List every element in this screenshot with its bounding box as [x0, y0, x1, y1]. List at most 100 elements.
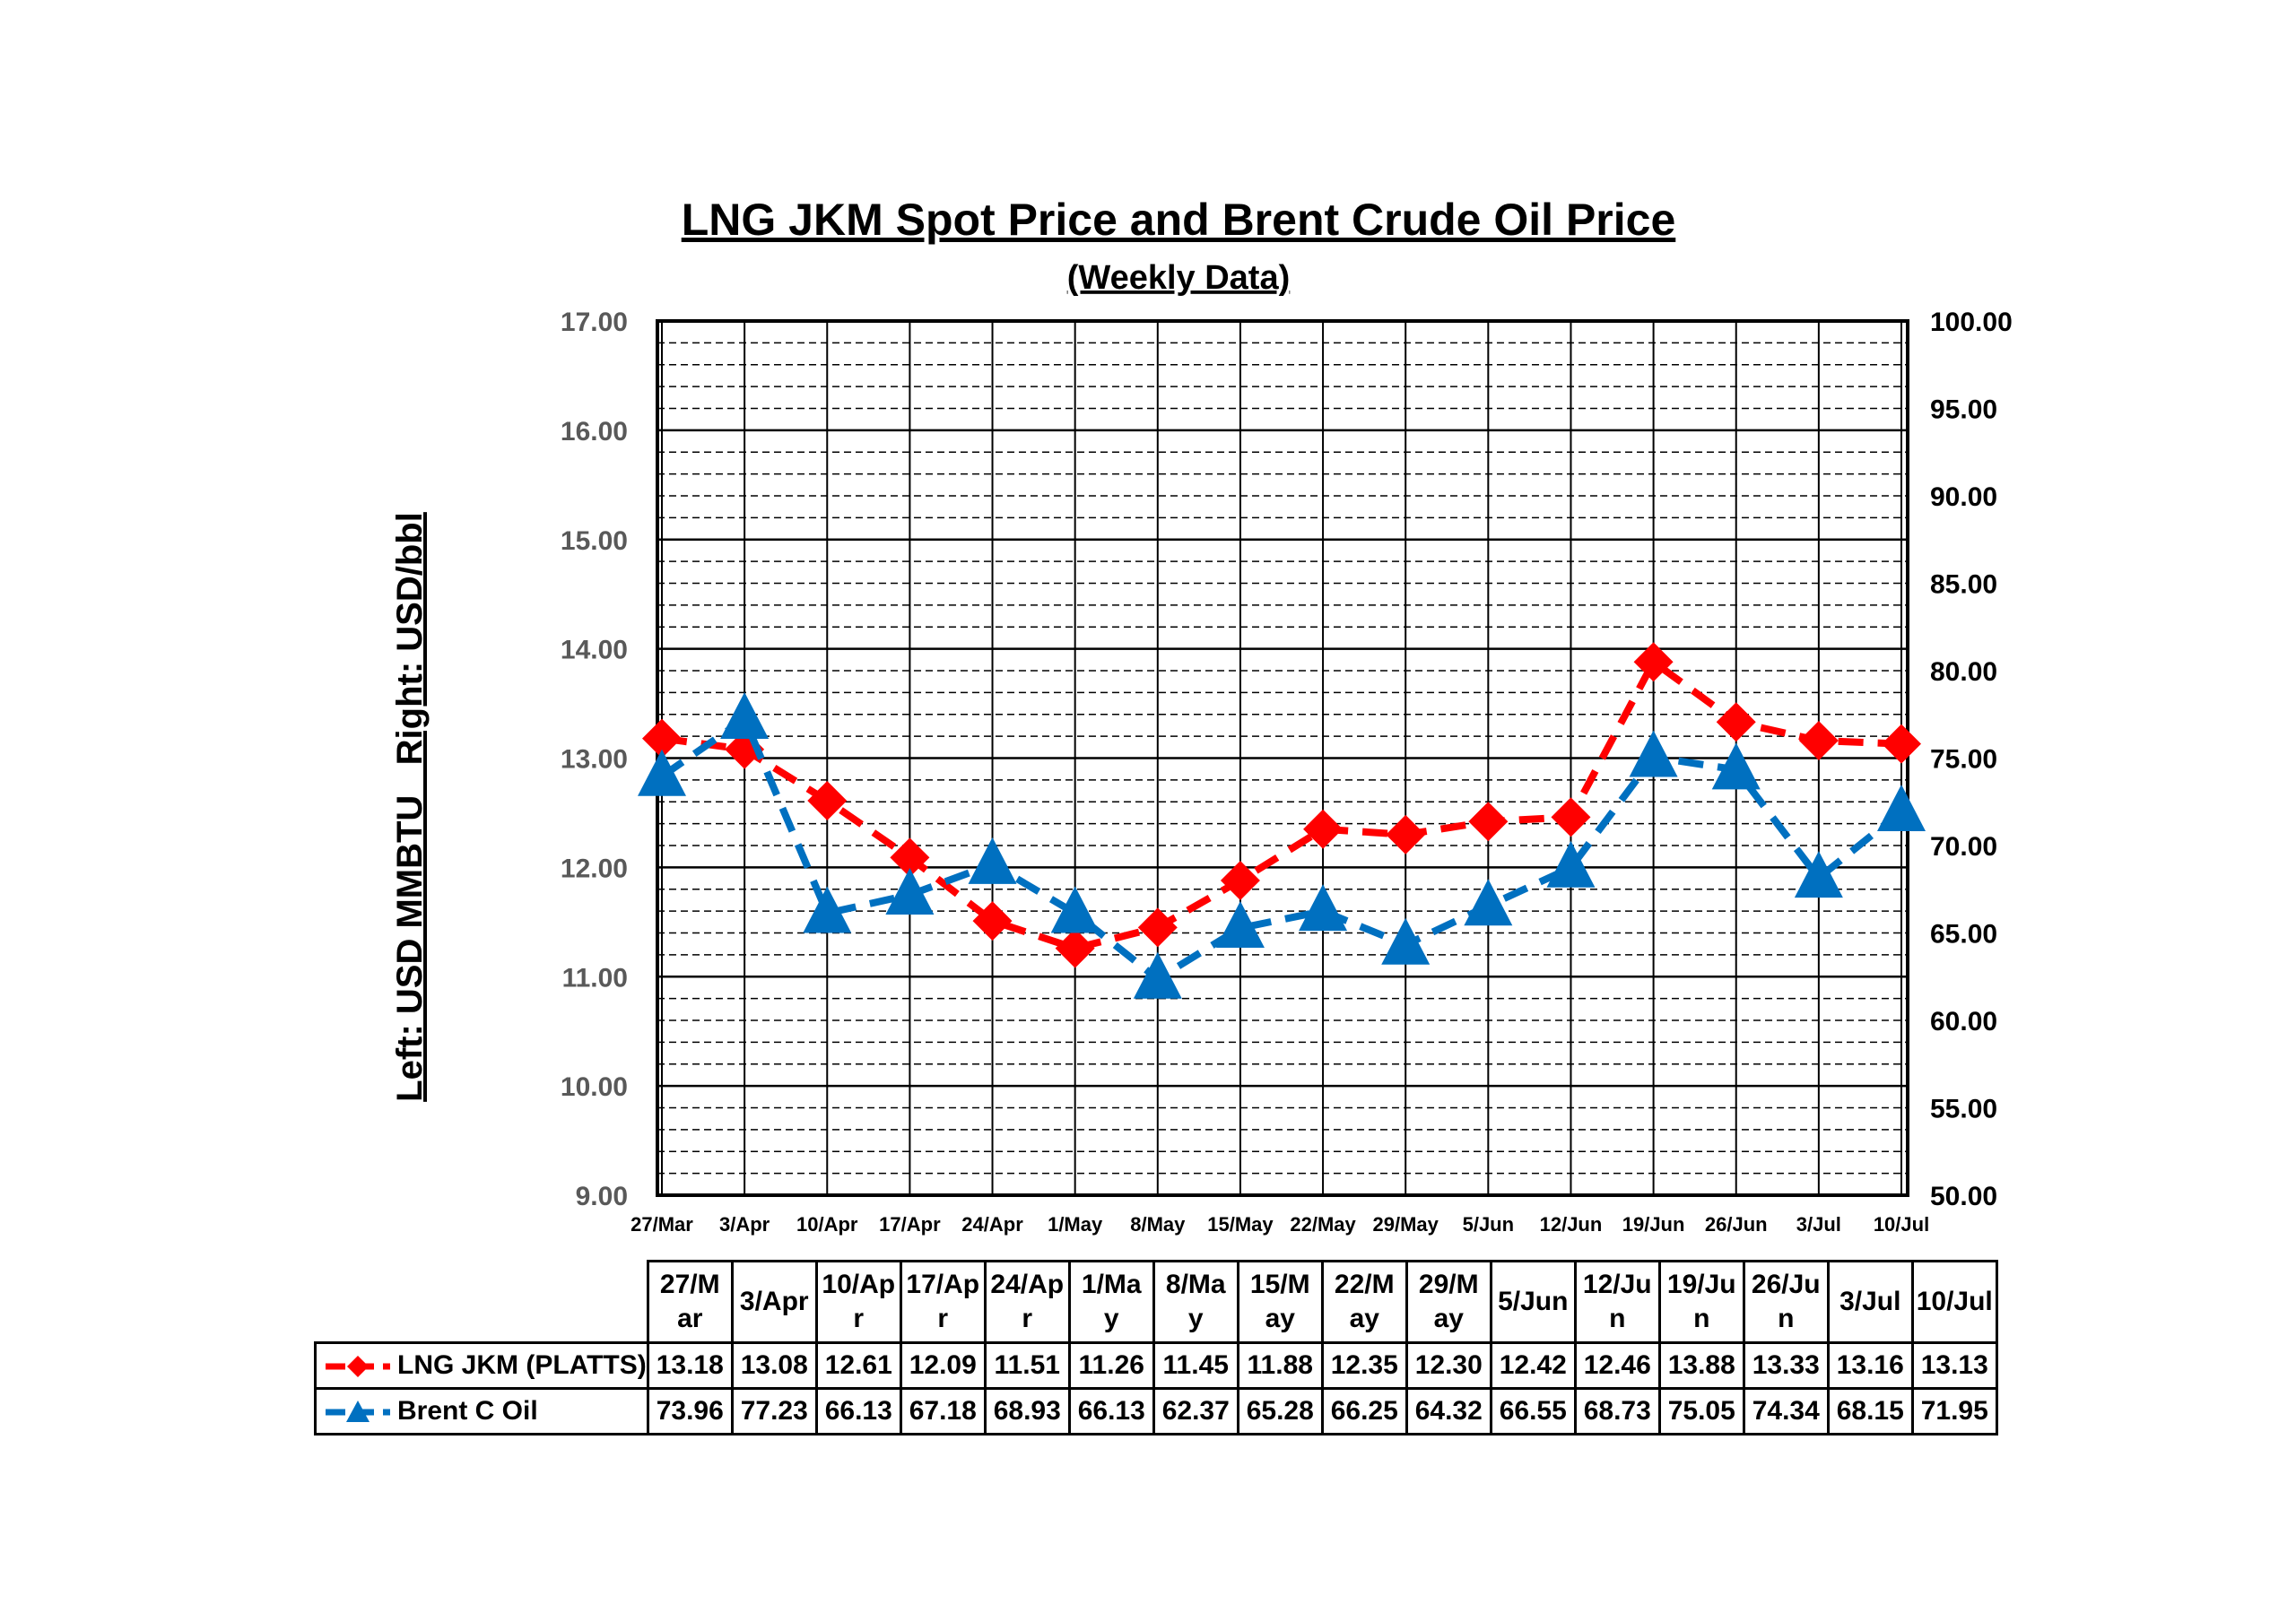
- data-point-diamond: [972, 901, 1013, 941]
- legend-label: LNG JKM (PLATTS): [397, 1350, 647, 1380]
- data-point-diamond: [890, 837, 930, 878]
- y-axis-label: Left: USD MMBTU Right: USD/bbl: [390, 512, 430, 1102]
- series-layer: [638, 642, 1926, 999]
- x-tick-label: 8/May: [1130, 1213, 1186, 1236]
- x-tick-label: 10/Jul: [1874, 1213, 1929, 1236]
- data-point-diamond: [1386, 814, 1426, 854]
- data-point-diamond: [642, 718, 682, 759]
- table-cell: 13.33: [1742, 1341, 1830, 1390]
- table-cell: 68.73: [1573, 1387, 1661, 1436]
- x-tick-label: 15/May: [1207, 1213, 1274, 1236]
- x-tick-label: 22/May: [1290, 1213, 1356, 1236]
- table-cell: 66.55: [1489, 1387, 1577, 1436]
- table-cell: 67.18: [899, 1387, 987, 1436]
- y-left-tick-label: 9.00: [576, 1182, 628, 1211]
- data-point-diamond: [1798, 721, 1839, 760]
- legend-marker: [347, 1356, 369, 1378]
- data-point-triangle: [968, 837, 1017, 884]
- table-cell: 11.88: [1236, 1341, 1324, 1390]
- data-point-triangle: [1546, 840, 1596, 888]
- table-cell: 12.61: [814, 1341, 902, 1390]
- y-right-tick-label: 60.00: [1930, 1007, 1997, 1037]
- grid: [656, 319, 1909, 1197]
- table-cell: 11.26: [1067, 1341, 1155, 1390]
- data-point-diamond: [1303, 809, 1344, 849]
- data-point-diamond: [1137, 907, 1178, 948]
- table-cell: 11.51: [983, 1341, 1071, 1390]
- y-left-tick-label: 11.00: [562, 963, 628, 993]
- data-point-triangle: [1629, 730, 1678, 777]
- y-left-tick-label: 15.00: [561, 526, 628, 556]
- data-point-diamond: [807, 781, 848, 821]
- legend-key: [326, 1401, 390, 1423]
- table-cell: 11.45: [1152, 1341, 1239, 1390]
- y-right-tick-label: 80.00: [1930, 657, 1997, 687]
- table-cell: 13.16: [1826, 1341, 1914, 1390]
- data-table: 27/M ar 3/Apr 10/Ap r 17/Ap r 24/Ap r 1/Ma y 8/Ma y 1…: [314, 1260, 1998, 1436]
- table-cell: 77.23: [730, 1387, 818, 1436]
- table-header-cell: 29/M ay: [1405, 1260, 1492, 1344]
- y-left-tick-label: 16.00: [561, 417, 628, 447]
- y-right-tick-label: 85.00: [1930, 570, 1997, 600]
- chart-subtitle: (Weekly Data): [1067, 259, 1291, 297]
- table-cell: 13.13: [1910, 1341, 1998, 1390]
- chart-title: LNG JKM Spot Price and Brent Crude Oil P…: [682, 195, 1676, 245]
- table-cell: 73.96: [646, 1387, 734, 1436]
- data-point-triangle: [1381, 917, 1431, 965]
- table-header-cell: 17/Ap r: [899, 1260, 987, 1344]
- data-point-diamond: [1468, 802, 1509, 842]
- data-point-diamond: [1716, 702, 1756, 742]
- legend-cell: Brent C Oil: [314, 1387, 649, 1436]
- data-point-triangle: [638, 749, 686, 796]
- table-cell: 74.34: [1742, 1387, 1830, 1436]
- data-point-diamond: [1220, 861, 1260, 900]
- x-tick-label: 3/Jul: [1796, 1213, 1841, 1236]
- data-point-triangle: [803, 886, 852, 933]
- table-corner: [316, 1262, 648, 1343]
- data-point-triangle: [1299, 884, 1348, 932]
- data-point-triangle: [1877, 784, 1926, 831]
- data-point-diamond: [1055, 928, 1095, 968]
- table-cell: 64.32: [1405, 1387, 1492, 1436]
- y-left-ticks: 9.00 10.00 11.00 12.00 13.00 14.00 15.00 16.00 1…: [561, 308, 628, 1211]
- x-tick-label: 3/Apr: [719, 1213, 770, 1236]
- legend-label: Brent C Oil: [397, 1396, 538, 1426]
- series-line: [661, 658, 1902, 952]
- table-header-cell: 22/M ay: [1320, 1260, 1408, 1344]
- table-cell: 13.18: [646, 1341, 734, 1390]
- table-header-cell: 27/M ar: [646, 1260, 734, 1344]
- table-cell: 66.13: [814, 1387, 902, 1436]
- y-left-tick-label: 14.00: [561, 636, 628, 665]
- table-cell: 71.95: [1910, 1387, 1998, 1436]
- table-cell: 68.15: [1826, 1387, 1914, 1436]
- x-axis-ticks: 27/Mar 3/Apr 10/Apr 17/Apr 24/Apr 1/May 8/May 1…: [631, 1213, 1929, 1236]
- table-cell: 75.05: [1657, 1387, 1745, 1436]
- table-header-cell: 8/Ma y: [1152, 1260, 1239, 1344]
- x-tick-label: 17/Apr: [879, 1213, 941, 1236]
- y-left-tick-label: 12.00: [561, 854, 628, 883]
- x-tick-label: 12/Jun: [1540, 1213, 1603, 1236]
- y-left-tick-label: 17.00: [561, 308, 628, 337]
- table-cell: 12.46: [1573, 1341, 1661, 1390]
- x-tick-label: 26/Jun: [1705, 1213, 1768, 1236]
- x-tick-label: 27/Mar: [631, 1213, 693, 1236]
- x-tick-label: 10/Apr: [796, 1213, 858, 1236]
- y-right-ticks: 50.00 55.00 60.00 65.00 70.00 75.00 80.00 85.00…: [1930, 308, 2013, 1211]
- data-point-triangle: [1133, 951, 1182, 999]
- table-header-cell: 10/Jul: [1910, 1260, 1998, 1344]
- x-tick-label: 19/Jun: [1622, 1213, 1685, 1236]
- table-header-cell: 10/Ap r: [814, 1260, 902, 1344]
- table-header-cell: 1/Ma y: [1067, 1260, 1155, 1344]
- x-tick-label: 5/Jun: [1463, 1213, 1514, 1236]
- data-point-diamond: [1551, 797, 1591, 837]
- table-header-cell: 3/Apr: [730, 1260, 818, 1344]
- table-header-row: 27/M ar 3/Apr 10/Ap r 17/Ap r 24/Ap r 1/Ma y 8/Ma y 1…: [316, 1260, 1998, 1344]
- y-right-tick-label: 95.00: [1930, 395, 1997, 425]
- x-tick-label: 29/May: [1373, 1213, 1439, 1236]
- table-header-cell: 19/Ju n: [1657, 1260, 1745, 1344]
- x-tick-label: 1/May: [1048, 1213, 1103, 1236]
- table-cell: 12.35: [1320, 1341, 1408, 1390]
- y-right-tick-label: 75.00: [1930, 745, 1997, 775]
- data-point-triangle: [1050, 886, 1100, 933]
- table-cell: 65.28: [1236, 1387, 1324, 1436]
